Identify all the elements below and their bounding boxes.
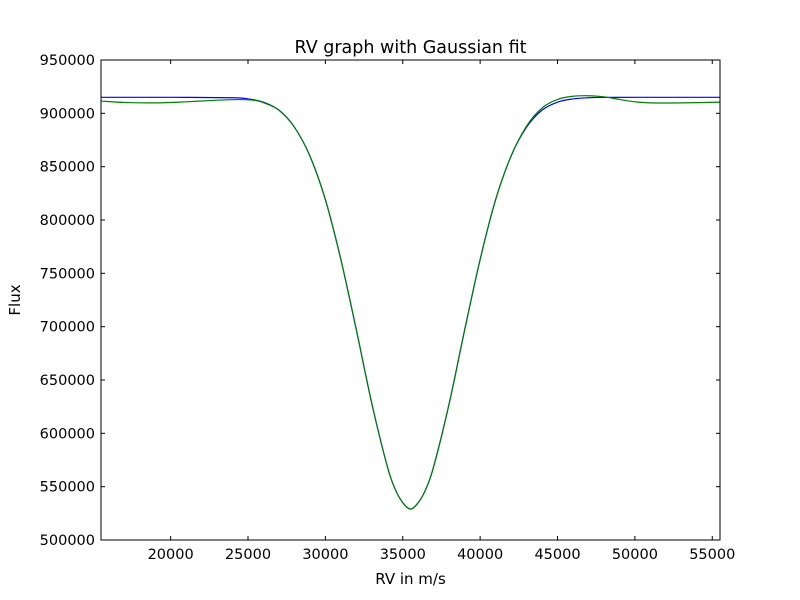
plot-frame bbox=[100, 59, 721, 541]
x-tick-label: 55000 bbox=[689, 547, 735, 563]
y-tick-label: 600000 bbox=[40, 426, 95, 442]
y-axis-label: Flux bbox=[6, 284, 24, 315]
y-tick-label: 500000 bbox=[40, 533, 95, 549]
y-tick-label: 900000 bbox=[40, 106, 95, 122]
y-tick-label: 650000 bbox=[40, 373, 95, 389]
x-tick-label: 25000 bbox=[225, 547, 271, 563]
x-tick-label: 45000 bbox=[534, 547, 580, 563]
x-tick-label: 50000 bbox=[612, 547, 658, 563]
x-tick-label: 30000 bbox=[302, 547, 348, 563]
x-tick-label: 20000 bbox=[148, 547, 194, 563]
chart-title: RV graph with Gaussian fit bbox=[295, 38, 527, 58]
y-tick-label: 800000 bbox=[40, 213, 95, 229]
y-tick-label: 950000 bbox=[40, 53, 95, 69]
y-tick-label: 550000 bbox=[40, 480, 95, 496]
series-line-2 bbox=[101, 95, 720, 510]
x-tick-label: 40000 bbox=[457, 547, 503, 563]
y-tick-label: 850000 bbox=[40, 160, 95, 176]
x-axis-label: RV in m/s bbox=[375, 570, 446, 588]
x-tick-label: 35000 bbox=[380, 547, 426, 563]
series-layer bbox=[101, 95, 720, 510]
ticks-layer: 20000 25000 30000 35000 40000 45000 50000 55000… bbox=[40, 53, 736, 563]
y-tick-label: 750000 bbox=[40, 266, 95, 282]
y-tick-label: 700000 bbox=[40, 320, 95, 336]
plot-area bbox=[101, 60, 720, 540]
